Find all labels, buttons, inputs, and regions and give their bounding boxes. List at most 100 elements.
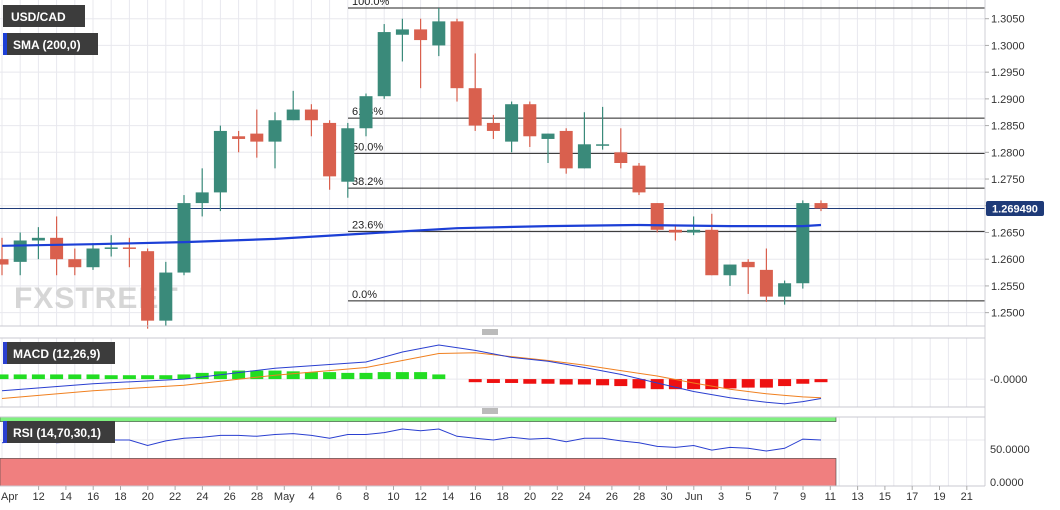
candle-body: [414, 29, 428, 41]
price-tick-label: 1.2650: [991, 227, 1025, 239]
x-axis-label: 16: [469, 491, 481, 503]
candle-body: [377, 32, 391, 97]
price-tick-label: 1.2800: [991, 147, 1025, 159]
macd-histogram-bar: [505, 379, 519, 383]
resize-handle[interactable]: [480, 329, 500, 335]
x-axis-label: 26: [606, 491, 618, 503]
candle-body: [86, 248, 100, 268]
x-axis-label: 8: [363, 491, 369, 503]
fib-level-label: 38.2%: [352, 176, 383, 188]
macd-histogram-bar: [614, 379, 628, 387]
x-axis-label: 3: [718, 491, 724, 503]
candle-body: [359, 96, 373, 129]
candle-body: [432, 21, 446, 46]
rsi-tick-label: 0.0000: [990, 477, 1024, 489]
x-axis-label: 18: [114, 491, 126, 503]
macd-histogram-bar: [286, 371, 300, 380]
macd-histogram-bar: [432, 374, 446, 380]
candlesticks: [0, 8, 828, 329]
sma-badge-bg: [3, 33, 98, 55]
macd-histogram-bar: [741, 379, 755, 388]
macd-histogram-bar: [414, 372, 428, 380]
resize-handle[interactable]: [480, 408, 500, 414]
candle-body: [450, 21, 464, 89]
macd-histogram-bar: [796, 379, 810, 384]
price-tick-label: 1.2500: [991, 308, 1025, 320]
macd-badge[interactable]: MACD (12,26,9): [3, 342, 115, 364]
rsi-overbought-zone: [0, 416, 837, 422]
candle-body: [559, 130, 573, 169]
candle-body: [468, 88, 482, 126]
macd-histogram-bar: [650, 379, 664, 390]
macd-histogram-bar: [468, 379, 482, 383]
x-axis-label: 15: [879, 491, 891, 503]
macd-histogram-bar: [0, 374, 9, 380]
symbol-badge[interactable]: USD/CAD: [3, 5, 85, 27]
macd-histogram-bar: [359, 372, 373, 380]
x-axis-label: 17: [906, 491, 918, 503]
x-axis-label: 14: [60, 491, 72, 503]
rsi-axis-ticks: 50.0000 0.0000: [990, 444, 1030, 489]
sma-badge[interactable]: SMA (200,0): [3, 33, 98, 55]
candle-body: [650, 203, 664, 230]
price-tick-label: 1.3000: [991, 40, 1025, 52]
fib-level-label: 100.0%: [352, 0, 390, 8]
x-axis-label: Apr: [1, 491, 18, 503]
candle-body: [195, 192, 209, 204]
macd-histogram-bar: [304, 372, 318, 380]
macd-histogram-bar: [68, 374, 82, 380]
price-tick-label: 1.2900: [991, 94, 1025, 106]
macd-histogram-bar: [122, 375, 136, 380]
macd-histogram-bar: [577, 379, 591, 385]
macd-histogram-bar: [341, 372, 355, 380]
macd-histogram-bar: [541, 379, 555, 384]
x-axis-label: 11: [825, 491, 836, 503]
x-axis-label: 10: [387, 491, 399, 503]
sma-color-swatch: [3, 33, 7, 55]
macd-histogram-bar: [778, 379, 792, 387]
x-axis-label: 28: [633, 491, 645, 503]
candle-body: [705, 229, 719, 276]
candle-body: [213, 130, 227, 193]
x-axis-label: 14: [442, 491, 454, 503]
candle-body: [796, 203, 810, 284]
x-axis-label: 28: [251, 491, 263, 503]
candle-body: [159, 272, 173, 321]
x-axis-label: 7: [773, 491, 779, 503]
macd-histogram-bar: [687, 379, 701, 390]
macd-histogram-bar: [177, 374, 191, 380]
x-axis-label: 12: [415, 491, 427, 503]
candle-body: [286, 109, 300, 121]
macd-histogram-bar: [632, 379, 646, 389]
symbol-badge-bg: [3, 5, 85, 27]
x-axis-label: 9: [800, 491, 806, 503]
rsi-badge[interactable]: RSI (14,70,30,1): [3, 421, 115, 443]
candle-body: [304, 109, 318, 121]
candle-body: [814, 203, 828, 209]
candle-body: [141, 251, 155, 321]
last-price-badge: 1.269490: [986, 200, 1044, 216]
x-axis-label: 21: [961, 491, 973, 503]
candle-body: [104, 247, 118, 249]
candle-body: [232, 136, 246, 139]
rsi-oversold-zone: [0, 458, 837, 487]
candle-body: [395, 29, 409, 35]
rsi-line: [1, 428, 822, 452]
candle-body: [50, 237, 64, 260]
macd-histogram-bar: [13, 374, 27, 380]
candle-body: [523, 104, 537, 137]
macd-histogram-bar: [323, 372, 337, 380]
x-axis-label: 24: [196, 491, 208, 503]
x-axis-label: 22: [169, 491, 181, 503]
macd-histogram-bar: [50, 374, 64, 380]
macd-histogram-bar: [559, 379, 573, 385]
candle-body: [632, 165, 646, 193]
x-axis-label: 5: [745, 491, 751, 503]
x-axis-label: 20: [142, 491, 154, 503]
price-tick-label: 1.2850: [991, 121, 1025, 133]
last-price-value: 1.269490: [992, 203, 1038, 215]
x-axis-label: 16: [87, 491, 99, 503]
macd-color-swatch: [3, 342, 7, 364]
macd-histogram-bar: [104, 375, 118, 380]
macd-badge-bg: [3, 342, 115, 364]
